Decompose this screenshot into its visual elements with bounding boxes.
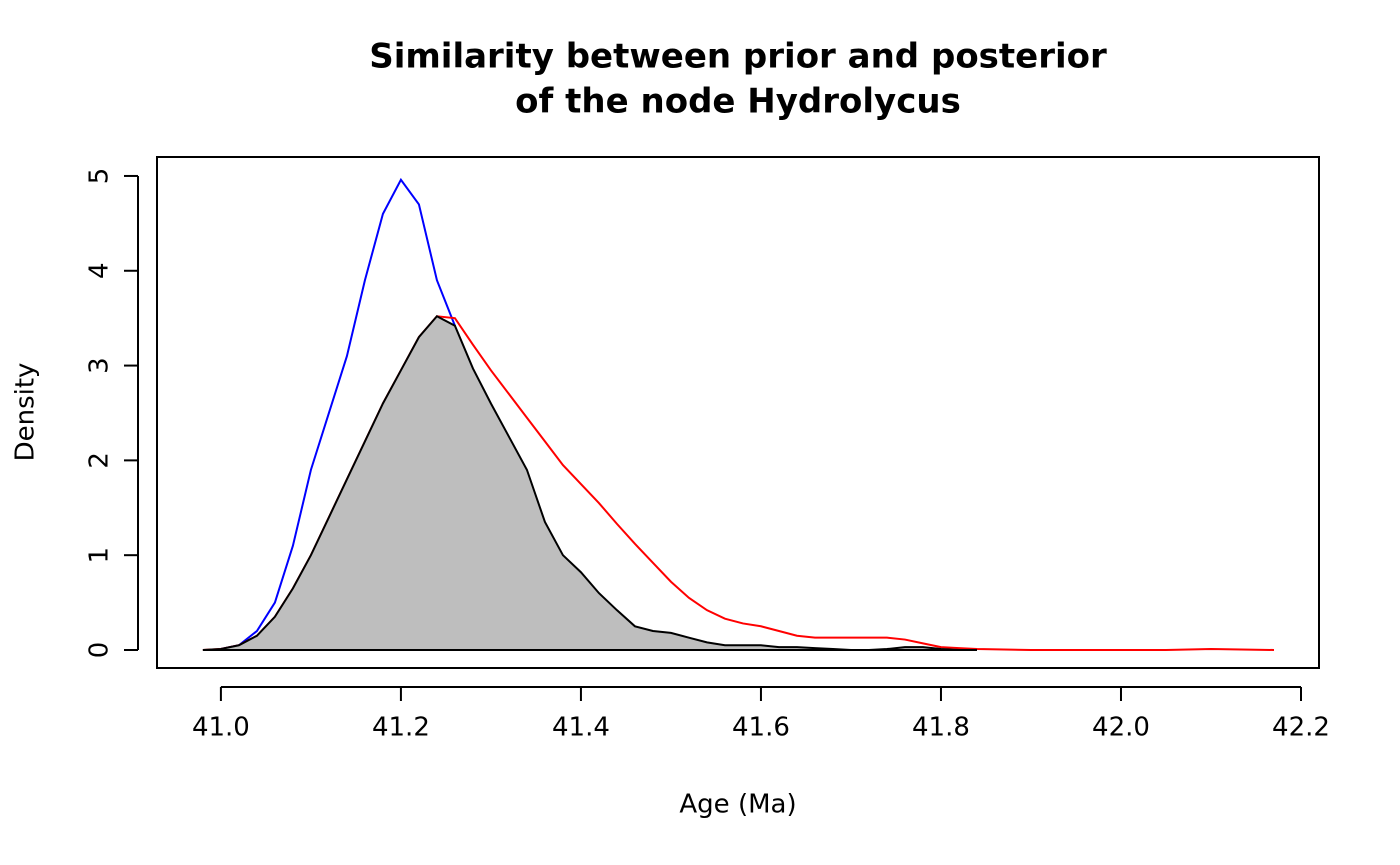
- chart-title: Similarity between prior and posterior: [369, 37, 1107, 77]
- density-line: [220, 177, 456, 651]
- x-tick-label: 41.8: [912, 713, 970, 743]
- x-tick-label: 42.0: [1092, 713, 1150, 743]
- x-tick-label: 41.6: [732, 713, 790, 743]
- y-tick-label: 3: [85, 357, 115, 374]
- x-axis-label: Age (Ma): [679, 790, 796, 820]
- y-tick-label: 5: [85, 168, 115, 185]
- x-tick-label: 41.0: [192, 713, 250, 743]
- y-tick-label: 2: [85, 452, 115, 469]
- y-axis-label: Density: [11, 363, 41, 462]
- y-tick-label: 4: [85, 262, 115, 279]
- x-tick-label: 41.2: [372, 713, 430, 743]
- plot-frame: [156, 156, 1320, 669]
- chart-title: of the node Hydrolycus: [515, 82, 961, 122]
- overlap-area: [202, 316, 977, 650]
- x-tick-label: 42.2: [1272, 713, 1330, 743]
- x-tick-label: 41.4: [552, 713, 610, 743]
- density-line: [202, 315, 977, 651]
- y-tick-label: 0: [85, 642, 115, 659]
- y-tick-label: 1: [85, 547, 115, 564]
